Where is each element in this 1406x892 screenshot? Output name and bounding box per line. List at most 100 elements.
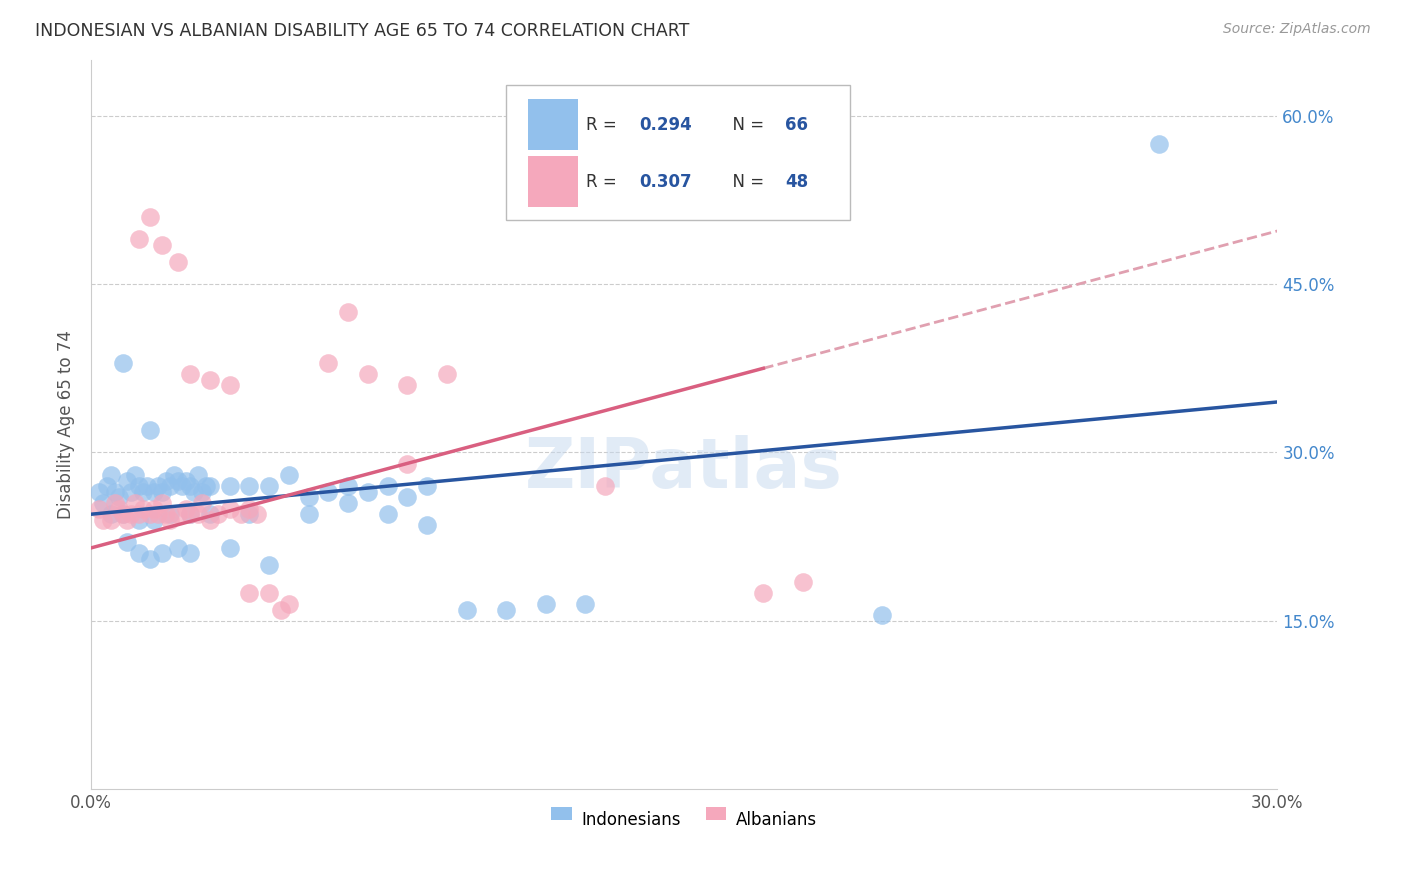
Point [207,507,229,521]
Point [108,491,131,505]
Point [111,356,134,370]
Point [257,479,280,493]
Point [396,378,419,392]
Point [752,586,775,600]
Point [148,507,170,521]
Point [128,232,150,246]
Point [167,507,190,521]
Text: Source: ZipAtlas.com: Source: ZipAtlas.com [1223,22,1371,37]
Point [416,479,439,493]
FancyBboxPatch shape [527,156,578,207]
Point [436,367,458,381]
Point [257,558,280,572]
Point [150,496,173,510]
Point [128,547,150,561]
Point [139,507,162,521]
Point [257,586,280,600]
Point [179,367,201,381]
Point [124,496,146,510]
Point [495,602,517,616]
Point [246,507,269,521]
Legend: Indonesians, Albanians: Indonesians, Albanians [544,804,824,836]
Point [357,484,380,499]
Y-axis label: Disability Age 65 to 74: Disability Age 65 to 74 [58,330,75,519]
Point [1147,136,1170,151]
Point [337,479,360,493]
Point [870,608,893,623]
Point [108,501,131,516]
Point [337,305,360,319]
Point [238,479,260,493]
Point [163,467,186,482]
Point [100,513,122,527]
Point [115,474,138,488]
FancyBboxPatch shape [527,99,578,150]
Point [218,501,240,516]
Point [179,507,201,521]
Point [174,501,197,516]
Point [120,507,142,521]
Text: ZIPatlas: ZIPatlas [526,434,844,501]
Point [174,474,197,488]
Point [179,547,201,561]
Point [191,484,214,499]
Point [150,484,173,499]
Point [357,367,380,381]
Point [96,479,118,493]
Point [111,507,134,521]
Point [148,479,170,493]
Point [198,372,221,386]
Point [104,496,127,510]
Point [167,474,190,488]
Point [115,513,138,527]
Point [104,484,127,499]
Point [87,501,110,516]
Point [416,518,439,533]
Point [143,484,166,499]
Point [377,479,399,493]
Point [187,467,209,482]
Point [91,513,114,527]
Point [172,479,194,493]
Point [139,210,162,224]
Point [131,501,153,516]
Point [198,479,221,493]
Point [115,535,138,549]
Point [111,507,134,521]
Point [238,501,260,516]
Point [100,467,122,482]
Point [139,552,162,566]
Point [792,574,814,589]
Text: 0.307: 0.307 [640,173,692,191]
Point [124,467,146,482]
Point [593,479,616,493]
Point [131,484,153,499]
Point [318,484,340,499]
Point [155,507,177,521]
Point [91,496,114,510]
Point [179,507,201,521]
Point [218,378,240,392]
Point [238,507,260,521]
Point [159,479,181,493]
Point [198,507,221,521]
Point [159,507,181,521]
Point [194,479,217,493]
Point [167,541,190,555]
Point [218,479,240,493]
Point [238,586,260,600]
Point [218,541,240,555]
Text: N =: N = [723,173,769,191]
Point [159,513,181,527]
Point [574,597,596,611]
Text: 0.294: 0.294 [640,116,692,134]
Point [534,597,557,611]
Point [128,479,150,493]
Point [143,513,166,527]
Point [318,356,340,370]
Point [298,507,321,521]
Point [198,513,221,527]
Point [128,507,150,521]
Point [396,491,419,505]
Point [87,484,110,499]
